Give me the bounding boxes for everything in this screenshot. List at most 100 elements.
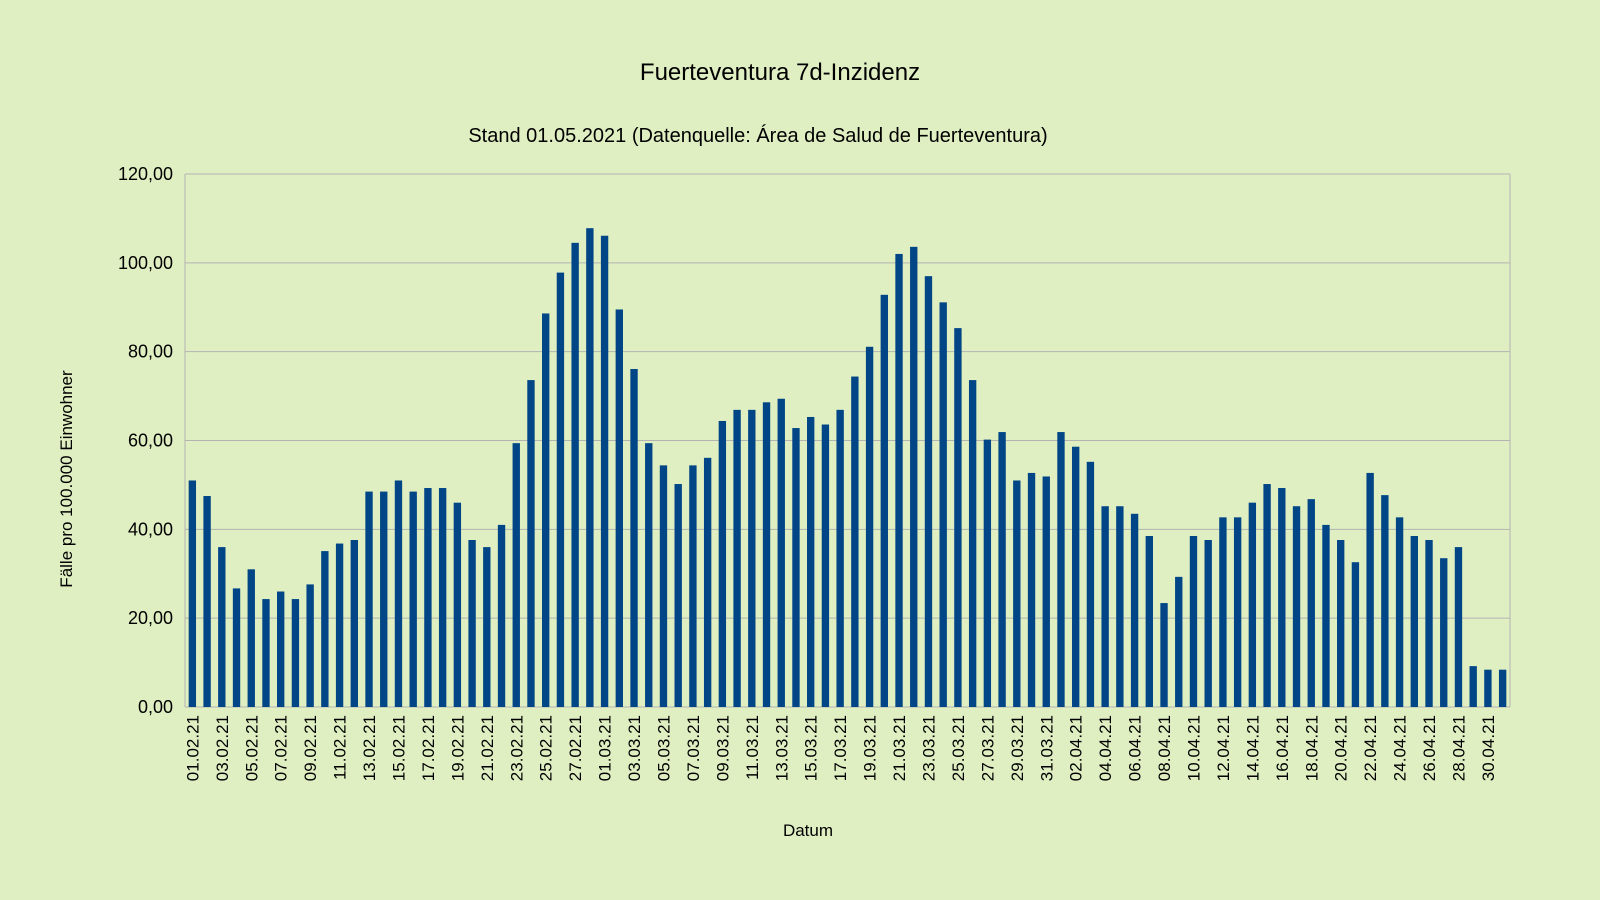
x-tick-label: 08.04.21 [1155, 715, 1174, 781]
bar [527, 380, 535, 707]
x-tick-label: 05.02.21 [242, 715, 261, 781]
bar [1057, 432, 1065, 707]
bar [836, 409, 844, 707]
y-tick-label: 100,00 [118, 253, 173, 273]
x-tick-label: 10.04.21 [1184, 715, 1203, 781]
x-tick-label: 01.03.21 [596, 715, 615, 781]
x-tick-label: 23.02.21 [507, 715, 526, 781]
bar [586, 228, 594, 707]
bar [1322, 524, 1330, 707]
x-tick-label: 27.03.21 [978, 715, 997, 781]
bar [203, 496, 211, 707]
x-tick-label: 01.02.21 [183, 715, 202, 781]
bar [571, 242, 579, 708]
bar [262, 599, 270, 707]
bar [600, 235, 609, 707]
bar [1233, 517, 1242, 707]
bar [483, 547, 491, 707]
x-tick-label: 13.02.21 [360, 715, 379, 781]
x-tick-label: 30.04.21 [1479, 715, 1498, 781]
x-tick-label: 16.04.21 [1273, 715, 1292, 781]
x-tick-label: 09.03.21 [713, 715, 732, 781]
bar [424, 488, 432, 707]
bar [1381, 495, 1389, 707]
bar [748, 409, 756, 707]
bar [895, 253, 903, 707]
y-tick-label: 40,00 [128, 519, 173, 539]
bar [1027, 472, 1036, 707]
bar [1204, 539, 1212, 707]
x-tick-label: 14.04.21 [1243, 715, 1262, 781]
bar [1248, 502, 1257, 707]
x-tick-label: 20.04.21 [1332, 715, 1351, 781]
x-tick-label: 24.04.21 [1391, 715, 1410, 781]
bar [1013, 480, 1021, 707]
x-tick-label: 25.02.21 [537, 715, 556, 781]
bar [910, 246, 918, 708]
bar [659, 465, 668, 707]
bar [542, 313, 550, 707]
bar [1425, 539, 1433, 707]
x-tick-label: 17.03.21 [831, 715, 850, 781]
bar [380, 491, 388, 707]
x-tick-label: 27.02.21 [566, 715, 585, 781]
bar [468, 539, 476, 707]
x-tick-label: 02.04.21 [1067, 715, 1086, 781]
bar [497, 524, 506, 707]
x-tick-label: 31.03.21 [1037, 715, 1056, 781]
x-tick-label: 19.03.21 [861, 715, 880, 781]
bar [674, 484, 682, 707]
bar [1219, 517, 1227, 707]
bar [556, 272, 565, 707]
gridlines [185, 173, 1510, 708]
y-axis-title: Fälle pro 100.000 Einwohner [57, 370, 76, 588]
bar [880, 294, 888, 707]
bar [954, 328, 962, 707]
x-axis-title: Datum [783, 821, 833, 840]
bar [1042, 476, 1050, 707]
x-tick-label: 23.03.21 [919, 715, 938, 781]
bar [718, 420, 727, 707]
bar [1130, 513, 1139, 707]
bar [968, 380, 977, 707]
bar [792, 428, 800, 707]
bar [1307, 499, 1315, 707]
bar [1263, 484, 1271, 707]
bar [615, 309, 623, 707]
x-tick-label: 06.04.21 [1126, 715, 1145, 781]
x-tick-label: 17.02.21 [419, 715, 438, 781]
bar [321, 551, 329, 707]
bar [335, 543, 344, 707]
bar-series [188, 228, 1507, 708]
bar [1484, 669, 1492, 707]
bar [1072, 446, 1080, 707]
bar [512, 443, 520, 707]
bar [1440, 558, 1448, 707]
bar [394, 480, 403, 707]
bar [1292, 506, 1301, 707]
bar [306, 584, 314, 707]
x-tick-label: 07.03.21 [684, 715, 703, 781]
bar [807, 416, 815, 707]
x-tick-label: 03.03.21 [625, 715, 644, 781]
x-axis-ticks: 01.02.21 03.02.21 05.02.21 07.02.21 09.02.21… [183, 715, 1498, 781]
bar [703, 457, 712, 707]
x-tick-label: 11.02.21 [331, 715, 350, 780]
bar [777, 398, 785, 707]
x-tick-label: 05.03.21 [654, 715, 673, 781]
bar [630, 368, 638, 707]
chart-title: Fuerteventura 7d-Inzidenz [640, 59, 920, 86]
bar [1175, 576, 1183, 707]
bar [1145, 535, 1153, 707]
bar [1086, 461, 1095, 707]
x-tick-label: 03.02.21 [213, 715, 232, 781]
x-tick-label: 15.03.21 [802, 715, 821, 781]
x-tick-label: 12.04.21 [1214, 715, 1233, 781]
bar [1160, 603, 1168, 707]
bar [1337, 539, 1345, 707]
bar [188, 480, 197, 707]
y-tick-label: 60,00 [128, 431, 173, 451]
x-tick-label: 04.04.21 [1096, 715, 1115, 781]
